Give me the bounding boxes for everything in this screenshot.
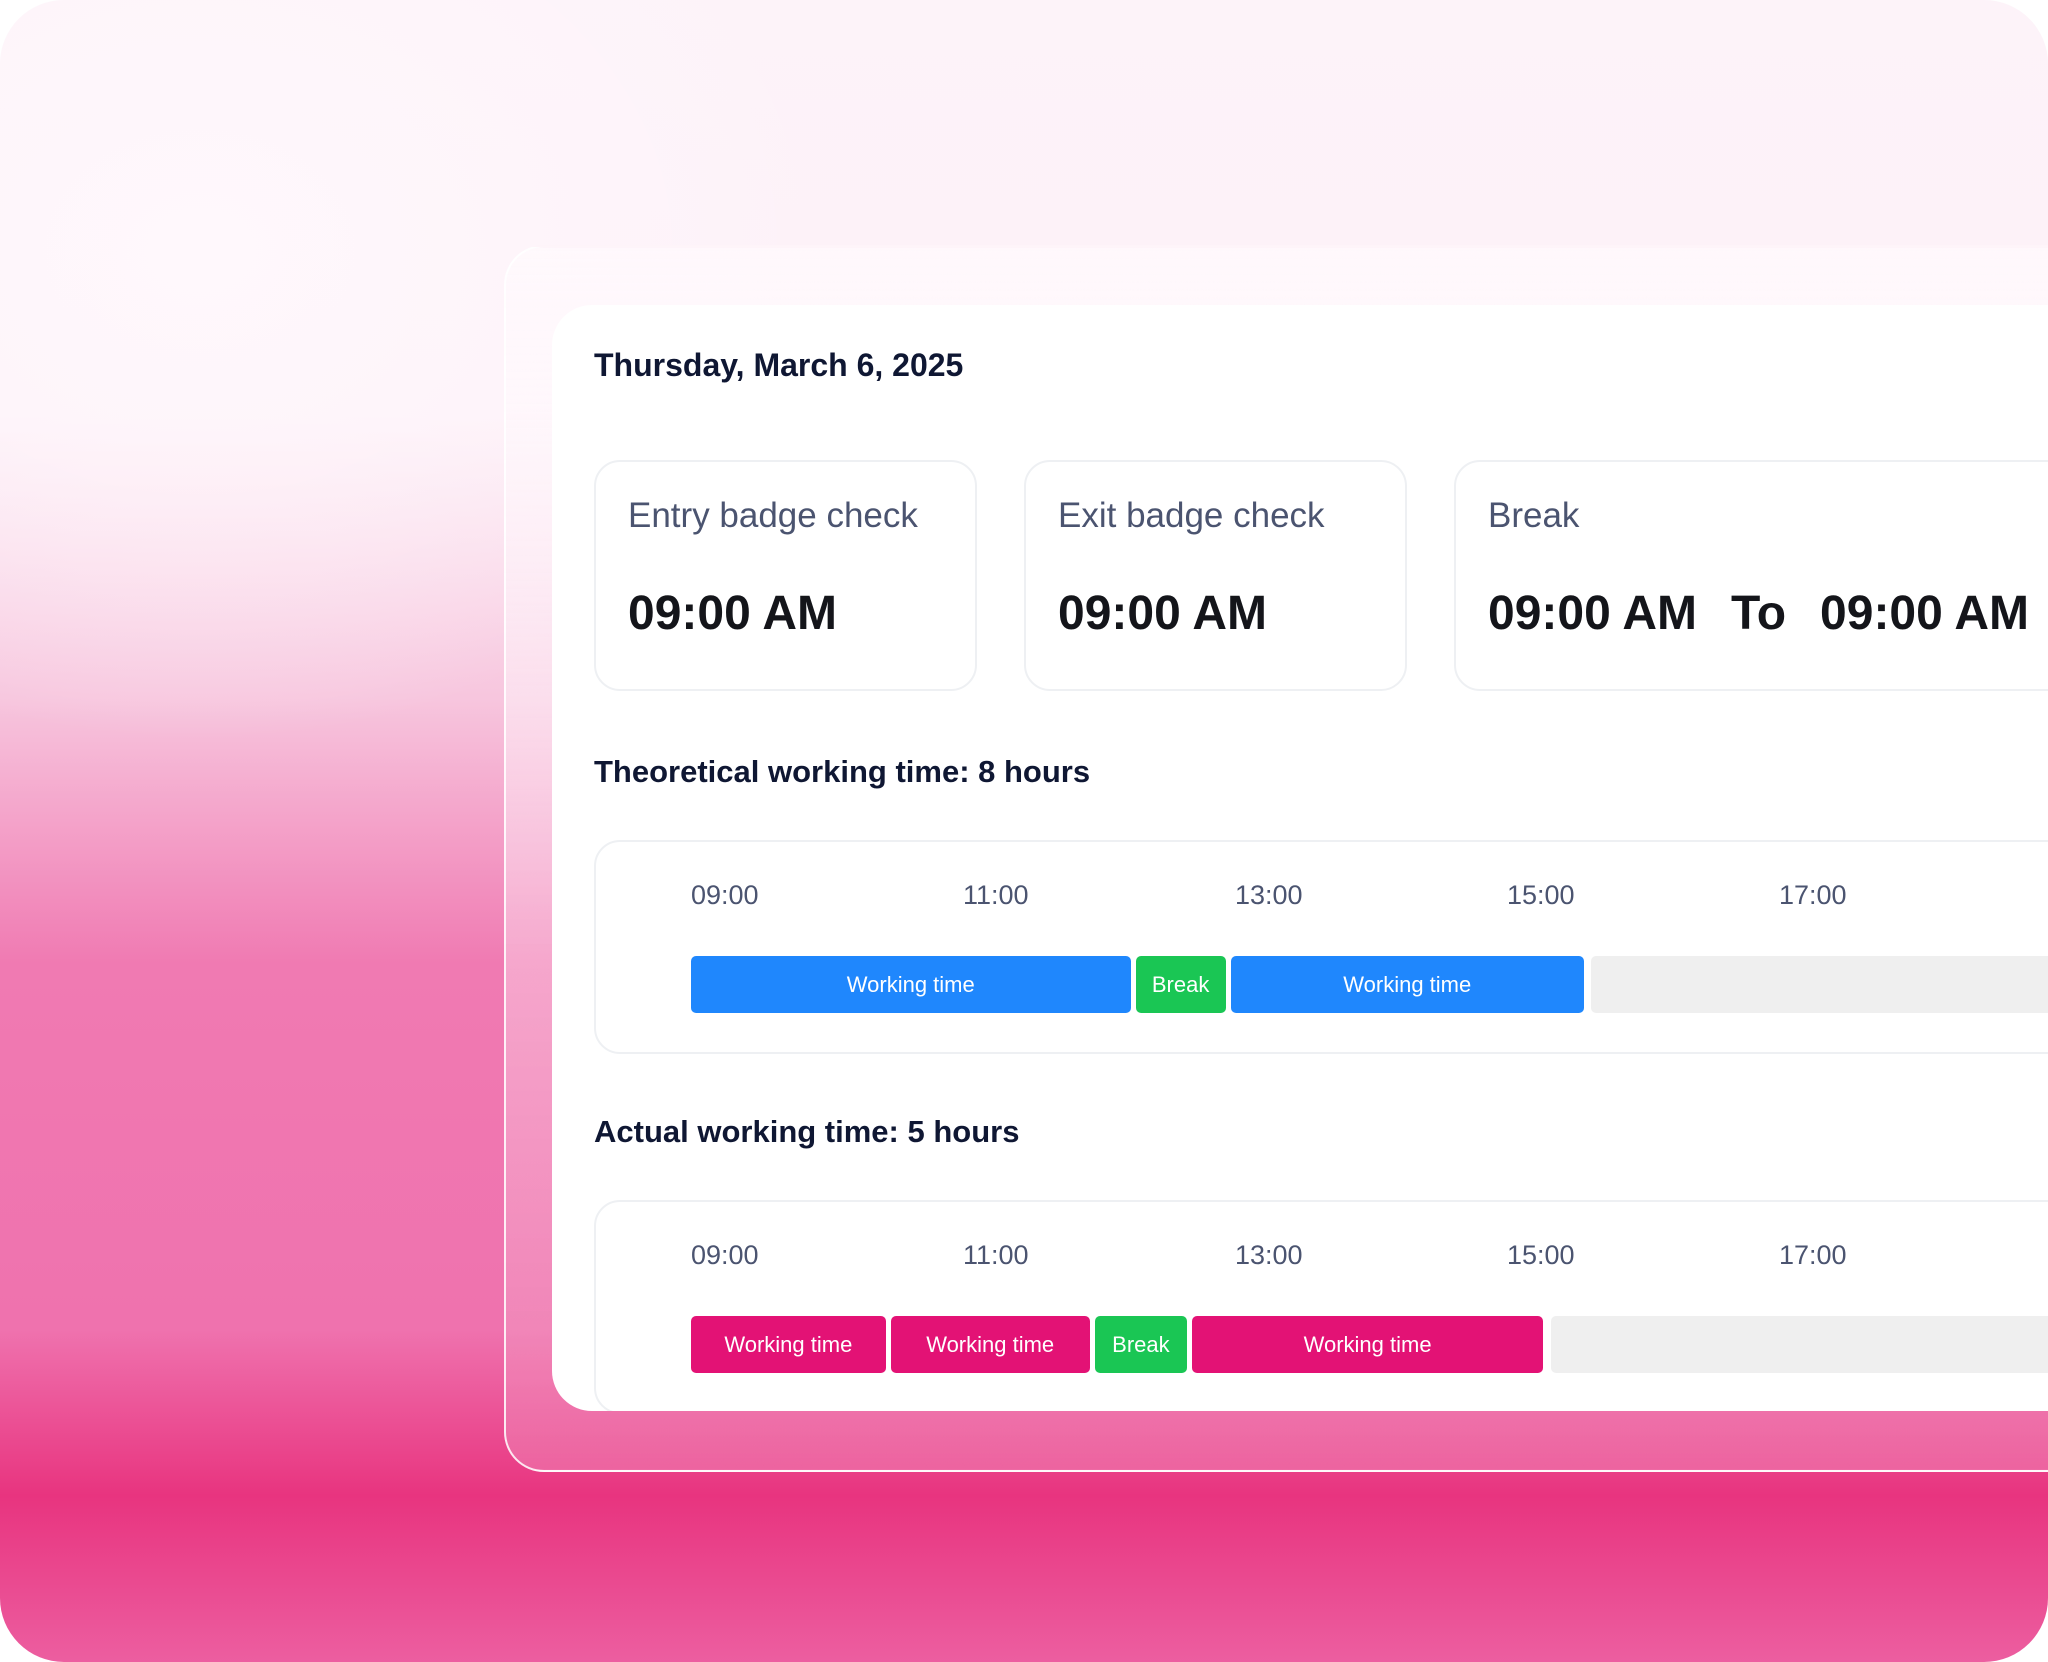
exit-label: Exit badge check <box>1058 496 1325 535</box>
entry-label: Entry badge check <box>628 496 918 535</box>
remaining-time-segment <box>1550 1316 2048 1373</box>
break-from: 09:00 AM <box>1488 587 1697 640</box>
exit-time: 09:00 AM <box>1058 587 1267 640</box>
time-tick: 11:00 <box>963 880 1029 910</box>
working-time-segment[interactable]: Working time <box>890 1316 1090 1373</box>
break-segment[interactable]: Break <box>1135 956 1226 1013</box>
attendance-panel: Thursday, March 6, 2025 Entry badge chec… <box>552 305 2048 1411</box>
theoretical-timeline: 09:00 11:00 13:00 15:00 17:00 Working time Bre… <box>594 840 2048 1054</box>
time-tick: 17:00 <box>1779 880 1847 910</box>
working-time-segment[interactable]: Working time <box>1192 1316 1544 1373</box>
time-tick: 17:00 <box>1779 1240 1847 1270</box>
actual-title: Actual working time: 5 hours <box>594 1114 1020 1149</box>
remaining-time-segment <box>1591 956 2048 1013</box>
time-tick: 15:00 <box>1507 1240 1575 1270</box>
date-title: Thursday, March 6, 2025 <box>594 347 964 383</box>
time-tick: 15:00 <box>1507 880 1575 910</box>
break-card: Break 09:00 AM To 09:00 AM <box>1454 460 2048 691</box>
working-time-segment[interactable]: Working time <box>691 956 1131 1013</box>
working-time-segment[interactable]: Working time <box>691 1316 886 1373</box>
break-segment[interactable]: Break <box>1094 1316 1188 1373</box>
time-tick: 09:00 <box>691 1240 759 1270</box>
time-tick: 13:00 <box>1235 880 1303 910</box>
actual-timeline: 09:00 11:00 13:00 15:00 17:00 Working time Wor… <box>594 1200 2048 1411</box>
entry-time: 09:00 AM <box>628 587 837 640</box>
break-to-label: To <box>1730 587 1787 640</box>
exit-badge-card: Exit badge check 09:00 AM <box>1024 460 1407 691</box>
break-to: 09:00 AM <box>1820 587 2030 640</box>
time-tick: 09:00 <box>691 880 759 910</box>
theoretical-title: Theoretical working time: 8 hours <box>594 754 1091 789</box>
working-time-segment[interactable]: Working time <box>1230 956 1584 1013</box>
break-label: Break <box>1488 496 1580 535</box>
time-tick: 11:00 <box>963 1240 1029 1270</box>
time-tick: 13:00 <box>1235 1240 1303 1270</box>
entry-badge-card: Entry badge check 09:00 AM <box>594 460 977 691</box>
